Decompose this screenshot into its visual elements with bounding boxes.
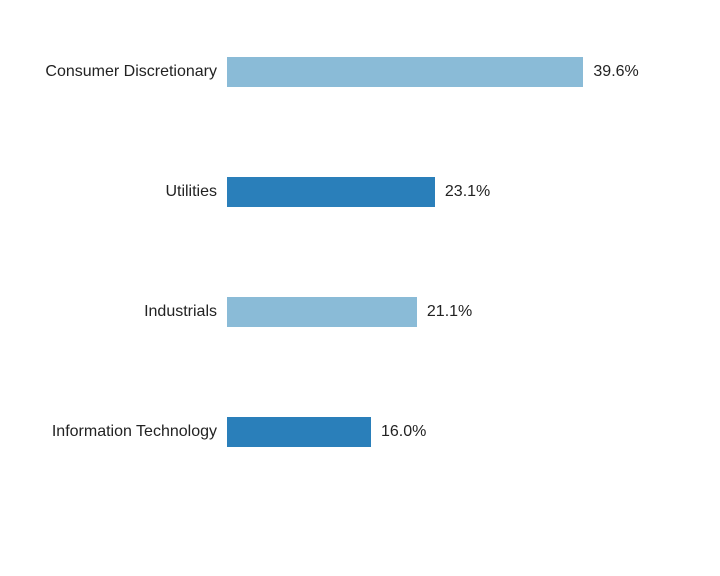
bar <box>227 417 371 447</box>
bar-row: Information Technology 16.0% <box>0 417 720 447</box>
bar-row: Utilities 23.1% <box>0 177 720 207</box>
value-label: 39.6% <box>583 63 638 81</box>
sector-bar-chart: Consumer Discretionary 39.6% Utilities 23.1… <box>0 0 720 576</box>
bar <box>227 177 435 207</box>
value-label: 21.1% <box>417 303 472 321</box>
value-label: 16.0% <box>371 423 426 441</box>
category-label: Information Technology <box>0 423 227 441</box>
category-label: Consumer Discretionary <box>0 63 227 81</box>
value-label: 23.1% <box>435 183 490 201</box>
bar <box>227 297 417 327</box>
category-label: Industrials <box>0 303 227 321</box>
bar <box>227 57 583 87</box>
bar-row: Industrials 21.1% <box>0 297 720 327</box>
category-label: Utilities <box>0 183 227 201</box>
bar-row: Consumer Discretionary 39.6% <box>0 57 720 87</box>
